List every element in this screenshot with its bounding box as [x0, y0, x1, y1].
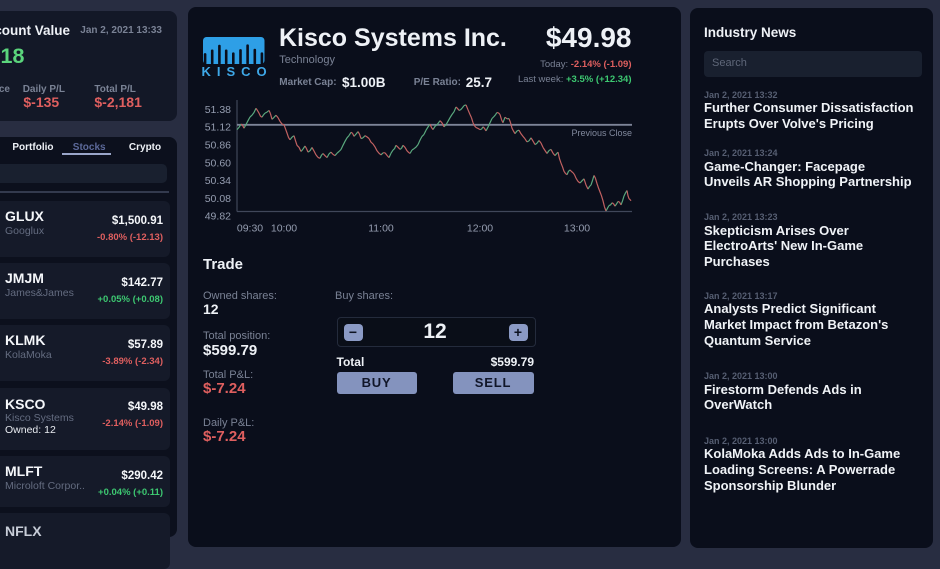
svg-text:49.82: 49.82: [205, 211, 231, 223]
svg-text:13:00: 13:00: [564, 223, 590, 235]
svg-text:50.08: 50.08: [205, 193, 231, 205]
svg-text:50.60: 50.60: [205, 157, 231, 169]
svg-text:12:00: 12:00: [467, 223, 493, 235]
svg-text:50.86: 50.86: [205, 140, 231, 152]
svg-text:09:30: 09:30: [237, 223, 263, 235]
svg-text:10:00: 10:00: [271, 223, 297, 235]
svg-text:Previous Close: Previous Close: [571, 128, 632, 138]
svg-text:51.38: 51.38: [205, 104, 231, 116]
svg-text:50.34: 50.34: [205, 175, 231, 187]
svg-text:51.12: 51.12: [205, 122, 231, 134]
svg-text:11:00: 11:00: [368, 223, 394, 235]
